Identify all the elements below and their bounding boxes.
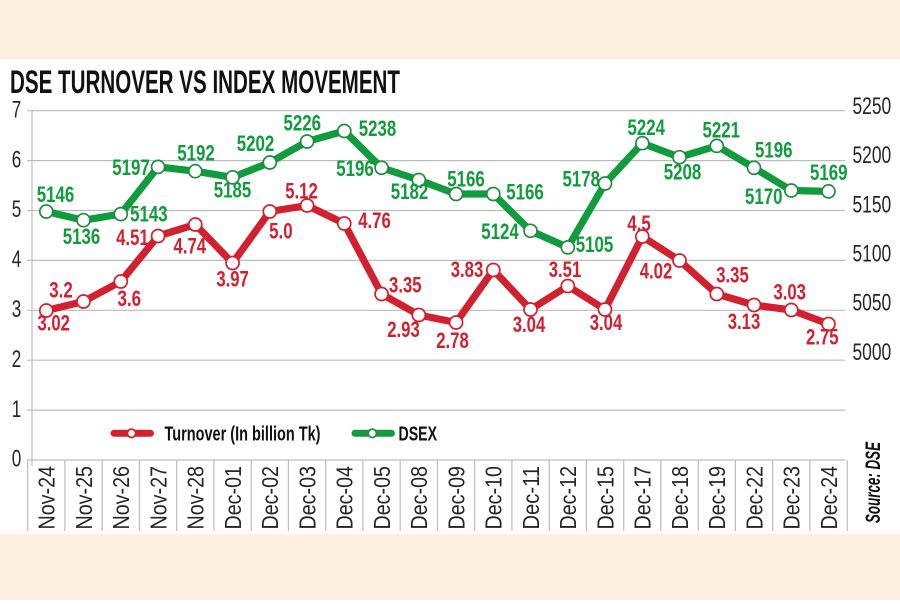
svg-text:4.51: 4.51 [116, 225, 149, 250]
svg-text:Nov-25: Nov-25 [71, 466, 97, 530]
svg-text:4.74: 4.74 [174, 234, 207, 259]
svg-text:Dec-03: Dec-03 [294, 466, 320, 530]
svg-text:Nov-24: Nov-24 [34, 466, 60, 530]
svg-text:Dec-02: Dec-02 [257, 466, 283, 530]
svg-text:Nov-26: Nov-26 [108, 466, 134, 530]
svg-text:3.6: 3.6 [118, 286, 142, 311]
svg-text:5226: 5226 [284, 111, 322, 136]
svg-text:5124: 5124 [481, 219, 519, 244]
svg-text:5192: 5192 [177, 141, 215, 166]
svg-text:1: 1 [12, 396, 22, 423]
svg-text:5169: 5169 [810, 160, 848, 185]
svg-text:5202: 5202 [237, 131, 275, 156]
svg-text:4.76: 4.76 [358, 208, 391, 233]
svg-text:5221: 5221 [703, 118, 741, 143]
svg-text:Dec-17: Dec-17 [630, 466, 656, 530]
svg-text:3.03: 3.03 [773, 280, 806, 305]
svg-text:4: 4 [12, 246, 22, 273]
svg-text:3.51: 3.51 [549, 257, 582, 282]
svg-text:Dec-04: Dec-04 [332, 466, 358, 530]
svg-text:Dec-24: Dec-24 [816, 466, 842, 530]
svg-text:5170: 5170 [745, 184, 783, 209]
svg-text:Nov-27: Nov-27 [145, 466, 171, 530]
svg-text:7: 7 [12, 96, 22, 123]
svg-text:5150: 5150 [853, 191, 892, 218]
svg-text:3.35: 3.35 [389, 273, 422, 298]
svg-text:2.93: 2.93 [387, 317, 420, 342]
svg-text:5238: 5238 [359, 116, 397, 141]
svg-text:5100: 5100 [853, 241, 892, 268]
svg-text:5166: 5166 [447, 167, 485, 192]
svg-text:Dec-09: Dec-09 [443, 466, 469, 530]
svg-text:Dec-12: Dec-12 [555, 466, 581, 530]
svg-text:4.02: 4.02 [640, 259, 673, 284]
svg-text:5105: 5105 [576, 232, 614, 257]
svg-text:5000: 5000 [853, 339, 892, 366]
svg-text:5178: 5178 [563, 167, 601, 192]
svg-text:5136: 5136 [63, 224, 101, 249]
svg-text:Dec-19: Dec-19 [704, 466, 730, 530]
svg-text:Turnover (In billion Tk): Turnover (In billion Tk) [165, 424, 321, 446]
svg-text:3.02: 3.02 [37, 310, 70, 335]
svg-text:3.35: 3.35 [716, 263, 749, 288]
svg-text:5: 5 [12, 196, 22, 223]
svg-text:Nov-28: Nov-28 [183, 466, 209, 530]
svg-text:3.04: 3.04 [590, 310, 623, 335]
svg-text:5050: 5050 [853, 290, 892, 317]
svg-text:2.75: 2.75 [806, 325, 839, 350]
svg-text:DSE TURNOVER VS INDEX MOVEMENT: DSE TURNOVER VS INDEX MOVEMENT [10, 64, 400, 100]
svg-text:5196: 5196 [336, 156, 374, 181]
svg-text:Dec-08: Dec-08 [406, 466, 432, 530]
svg-text:Dec-11: Dec-11 [518, 466, 544, 530]
svg-text:2: 2 [12, 346, 22, 373]
svg-text:5182: 5182 [391, 179, 429, 204]
svg-text:5185: 5185 [214, 178, 252, 203]
svg-text:4.5: 4.5 [627, 211, 651, 236]
svg-text:Dec-15: Dec-15 [592, 466, 618, 530]
svg-text:5208: 5208 [664, 160, 702, 185]
svg-text:3.97: 3.97 [216, 267, 249, 292]
svg-text:Dec-18: Dec-18 [667, 466, 693, 530]
svg-text:3.13: 3.13 [728, 309, 761, 334]
svg-text:3.2: 3.2 [49, 278, 73, 303]
svg-text:3.04: 3.04 [513, 312, 546, 337]
svg-text:6: 6 [12, 146, 22, 173]
svg-text:Dec-10: Dec-10 [481, 466, 507, 530]
svg-text:5224: 5224 [628, 115, 666, 140]
svg-text:Dec-01: Dec-01 [220, 466, 246, 530]
svg-text:Dec-22: Dec-22 [741, 466, 767, 530]
svg-text:5250: 5250 [853, 93, 892, 120]
svg-text:5.12: 5.12 [285, 179, 318, 204]
svg-text:5200: 5200 [853, 142, 892, 169]
svg-text:5143: 5143 [130, 202, 168, 227]
svg-text:Dec-23: Dec-23 [779, 466, 805, 530]
svg-text:5196: 5196 [755, 138, 793, 163]
svg-text:Source: DSE: Source: DSE [862, 441, 885, 523]
svg-text:5197: 5197 [112, 155, 150, 180]
svg-text:0: 0 [12, 446, 22, 473]
svg-text:2.78: 2.78 [436, 328, 469, 353]
svg-text:3.83: 3.83 [451, 257, 484, 282]
svg-text:DSEX: DSEX [399, 424, 438, 446]
svg-text:Dec-05: Dec-05 [369, 466, 395, 530]
svg-text:5146: 5146 [37, 182, 75, 207]
svg-text:5.0: 5.0 [269, 219, 293, 244]
svg-text:3: 3 [12, 296, 22, 323]
svg-text:5166: 5166 [506, 180, 544, 205]
